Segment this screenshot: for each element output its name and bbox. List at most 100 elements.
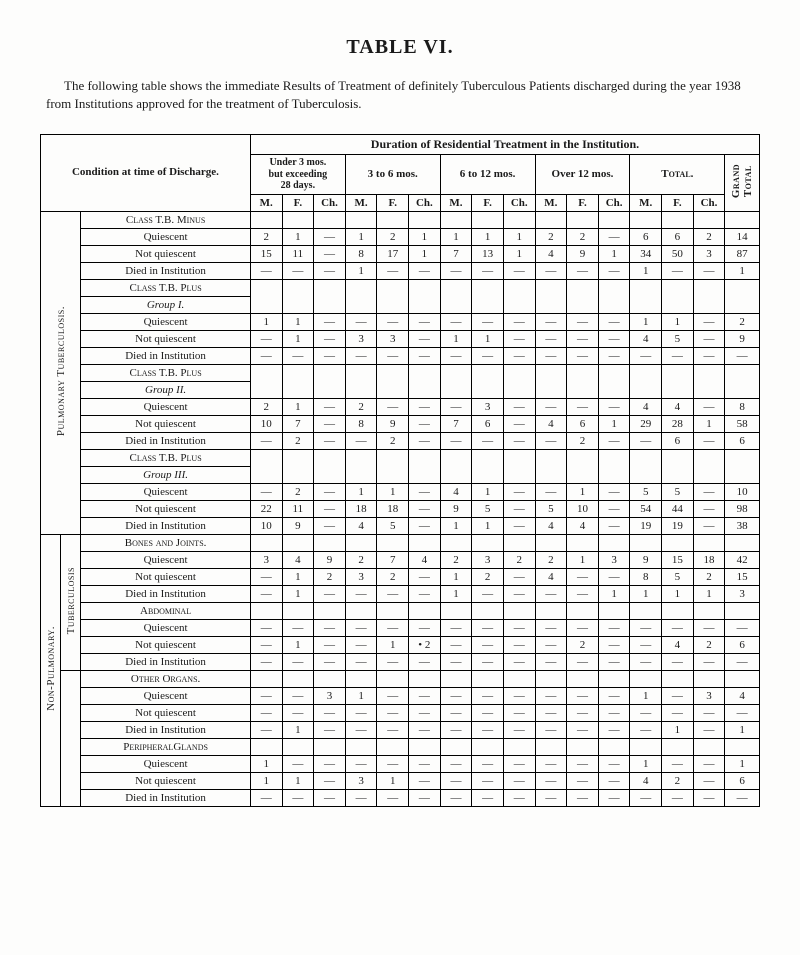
data-cell: — (503, 432, 535, 449)
data-cell: — (598, 721, 630, 738)
row-label: Quiescent (81, 483, 251, 500)
data-cell: — (250, 483, 282, 500)
data-cell: — (377, 619, 409, 636)
data-cell: 1 (440, 517, 472, 534)
blank-cell (409, 738, 441, 755)
blank-cell (630, 279, 662, 296)
data-cell: 17 (377, 245, 409, 262)
data-cell: — (693, 500, 725, 517)
blank-cell (409, 296, 441, 313)
blank-cell (345, 211, 377, 228)
data-cell: — (662, 789, 694, 806)
data-cell: 2 (693, 228, 725, 245)
data-cell: — (693, 262, 725, 279)
data-cell: — (250, 568, 282, 585)
data-cell: — (345, 347, 377, 364)
data-cell: 9 (630, 551, 662, 568)
data-cell: 1 (662, 585, 694, 602)
row-label: Died in Institution (81, 262, 251, 279)
blank-cell (725, 670, 760, 687)
data-cell: 9 (377, 415, 409, 432)
data-cell: — (377, 653, 409, 670)
data-cell: 1 (472, 517, 504, 534)
data-cell: 1 (630, 755, 662, 772)
data-cell: — (503, 262, 535, 279)
data-cell: 9 (282, 517, 314, 534)
data-cell: — (440, 704, 472, 721)
blank-cell (567, 602, 599, 619)
blank-cell (282, 364, 314, 381)
data-cell: 50 (662, 245, 694, 262)
data-cell: 2 (567, 636, 599, 653)
blank-cell (598, 449, 630, 466)
data-cell: — (472, 704, 504, 721)
data-cell: 19 (630, 517, 662, 534)
blank-cell (567, 449, 599, 466)
data-cell: — (630, 653, 662, 670)
blank-cell (693, 381, 725, 398)
blank-cell (409, 602, 441, 619)
blank-cell (472, 381, 504, 398)
blank-cell (503, 211, 535, 228)
blank-cell (693, 449, 725, 466)
data-cell: 14 (725, 228, 760, 245)
data-cell: 1 (662, 313, 694, 330)
data-cell: — (598, 704, 630, 721)
data-cell: — (567, 704, 599, 721)
data-cell: — (472, 721, 504, 738)
data-cell: — (472, 789, 504, 806)
blank-cell (535, 602, 567, 619)
blank-cell (535, 364, 567, 381)
data-cell: 28 (662, 415, 694, 432)
data-cell: 7 (377, 551, 409, 568)
data-cell: 1 (282, 585, 314, 602)
data-cell: — (693, 347, 725, 364)
data-cell: — (314, 721, 346, 738)
blank-cell (503, 534, 535, 551)
subheader-4-0: M. (630, 194, 662, 211)
data-cell: 15 (725, 568, 760, 585)
data-cell: — (598, 330, 630, 347)
data-cell: 1 (503, 228, 535, 245)
data-cell: — (250, 330, 282, 347)
data-cell: — (314, 262, 346, 279)
blank-cell (630, 602, 662, 619)
data-cell: 4 (440, 483, 472, 500)
data-cell: — (598, 517, 630, 534)
blank-cell (725, 738, 760, 755)
data-cell: — (250, 687, 282, 704)
data-cell: — (567, 687, 599, 704)
data-cell: — (503, 517, 535, 534)
blank-cell (250, 534, 282, 551)
data-cell: — (535, 347, 567, 364)
subheader-3-0: M. (535, 194, 567, 211)
data-cell: — (693, 398, 725, 415)
data-cell: 44 (662, 500, 694, 517)
blank-cell (535, 738, 567, 755)
blank-cell (377, 381, 409, 398)
header-group-4: Total. (630, 155, 725, 195)
blank-cell (250, 381, 282, 398)
blank-cell (693, 670, 725, 687)
data-cell: 10 (250, 517, 282, 534)
data-cell: 2 (250, 398, 282, 415)
data-cell: — (662, 347, 694, 364)
header-group-2: 6 to 12 mos. (440, 155, 535, 195)
blank-cell (662, 602, 694, 619)
data-cell: 1 (377, 636, 409, 653)
blank-cell (345, 296, 377, 313)
blank-cell (282, 211, 314, 228)
blank-cell (282, 466, 314, 483)
data-cell: 3 (472, 551, 504, 568)
data-cell: — (662, 755, 694, 772)
row-label: Not quiescent (81, 568, 251, 585)
data-cell: 6 (725, 772, 760, 789)
data-cell: 7 (282, 415, 314, 432)
data-cell: — (567, 789, 599, 806)
data-cell: — (472, 262, 504, 279)
blank-cell (503, 449, 535, 466)
blank-cell (314, 381, 346, 398)
data-cell: 58 (725, 415, 760, 432)
row-label: Died in Institution (81, 517, 251, 534)
data-cell: — (440, 789, 472, 806)
